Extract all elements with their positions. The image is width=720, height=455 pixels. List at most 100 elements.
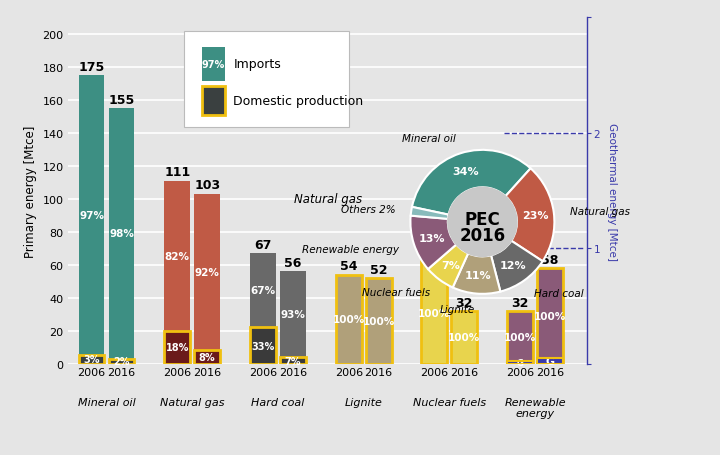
Bar xyxy=(78,76,104,364)
Text: Natural gas: Natural gas xyxy=(160,397,225,407)
Text: 58: 58 xyxy=(541,253,559,266)
Bar xyxy=(366,278,392,364)
Wedge shape xyxy=(410,216,456,269)
Text: Others 2%: Others 2% xyxy=(341,204,395,214)
Text: 175: 175 xyxy=(78,61,104,73)
Text: Imports: Imports xyxy=(233,58,281,71)
Text: 103: 103 xyxy=(194,179,220,192)
Bar xyxy=(280,272,306,364)
Text: Lignite: Lignite xyxy=(440,305,474,315)
Text: 2016: 2016 xyxy=(459,226,505,244)
Text: 111: 111 xyxy=(164,166,190,179)
Text: G: G xyxy=(546,356,554,366)
Text: 100%: 100% xyxy=(418,308,451,318)
Text: Natural gas: Natural gas xyxy=(570,206,629,216)
Bar xyxy=(164,331,190,364)
Text: 100%: 100% xyxy=(504,333,536,343)
Wedge shape xyxy=(453,254,500,294)
Bar xyxy=(336,275,361,364)
Bar xyxy=(280,358,306,364)
Text: 34%: 34% xyxy=(453,167,480,177)
Text: 100%: 100% xyxy=(333,314,365,324)
Text: 7%: 7% xyxy=(441,260,460,270)
Circle shape xyxy=(448,188,517,257)
Text: 82%: 82% xyxy=(165,251,190,261)
Text: 11%: 11% xyxy=(464,270,491,280)
Text: 62: 62 xyxy=(426,247,443,259)
Text: 32: 32 xyxy=(511,296,528,309)
Wedge shape xyxy=(428,245,468,288)
Text: 67%: 67% xyxy=(251,286,276,296)
Text: 97%: 97% xyxy=(79,211,104,221)
Text: Hard coal: Hard coal xyxy=(251,397,305,407)
Bar xyxy=(537,268,563,364)
Bar xyxy=(421,262,447,364)
Bar xyxy=(109,109,135,364)
Text: 67: 67 xyxy=(254,238,271,251)
Text: 100%: 100% xyxy=(534,311,566,321)
Bar xyxy=(194,350,220,364)
Text: Nuclear fuels: Nuclear fuels xyxy=(361,288,430,298)
Text: 32: 32 xyxy=(456,296,473,309)
Text: G: G xyxy=(517,358,523,367)
Wedge shape xyxy=(410,207,449,219)
Text: 33%: 33% xyxy=(251,341,274,351)
Bar xyxy=(78,355,104,364)
Bar xyxy=(537,358,563,364)
Bar xyxy=(537,268,563,364)
Bar xyxy=(507,311,533,364)
Wedge shape xyxy=(491,241,543,292)
Text: Renewable
energy: Renewable energy xyxy=(504,397,566,419)
Text: Nuclear fuels: Nuclear fuels xyxy=(413,397,486,407)
Bar xyxy=(109,359,135,364)
Bar xyxy=(537,358,563,364)
Bar xyxy=(78,355,104,364)
Wedge shape xyxy=(412,151,531,215)
Bar xyxy=(250,328,276,364)
Text: 52: 52 xyxy=(370,263,387,276)
Text: Mineral oil: Mineral oil xyxy=(402,134,455,144)
Bar xyxy=(164,331,190,364)
Wedge shape xyxy=(505,169,554,262)
Text: 2%: 2% xyxy=(113,356,130,366)
Bar xyxy=(250,254,276,364)
Y-axis label: Geothermal energy [Mtce]: Geothermal energy [Mtce] xyxy=(607,122,617,260)
Text: Lignite: Lignite xyxy=(345,397,382,407)
Bar xyxy=(507,362,533,364)
Text: 13%: 13% xyxy=(418,234,445,244)
Text: 56: 56 xyxy=(284,256,302,269)
Bar xyxy=(194,350,220,364)
Bar xyxy=(194,194,220,364)
Text: 97%: 97% xyxy=(202,60,225,70)
Text: 54: 54 xyxy=(340,260,357,273)
Bar xyxy=(366,278,392,364)
Text: 155: 155 xyxy=(108,93,135,106)
Bar xyxy=(250,328,276,364)
Y-axis label: Primary energy [Mtce]: Primary energy [Mtce] xyxy=(24,125,37,257)
Text: PEC: PEC xyxy=(464,211,500,228)
Text: 93%: 93% xyxy=(281,310,305,320)
Text: Domestic production: Domestic production xyxy=(233,95,364,108)
Text: 12%: 12% xyxy=(500,261,527,271)
Bar xyxy=(451,311,477,364)
Text: Renewable energy: Renewable energy xyxy=(302,244,399,254)
Text: 8%: 8% xyxy=(199,352,215,362)
Text: Mineral oil: Mineral oil xyxy=(78,397,135,407)
Bar xyxy=(109,359,135,364)
Bar xyxy=(507,311,533,364)
Text: 100%: 100% xyxy=(449,333,480,343)
Text: 98%: 98% xyxy=(109,229,134,239)
Bar xyxy=(280,358,306,364)
Text: 18%: 18% xyxy=(166,343,189,353)
Text: Natural gas: Natural gas xyxy=(294,193,362,206)
Text: Hard coal: Hard coal xyxy=(534,288,583,298)
Bar xyxy=(421,262,447,364)
Text: 100%: 100% xyxy=(362,316,395,326)
Text: 92%: 92% xyxy=(194,268,220,278)
Bar xyxy=(164,181,190,364)
Text: 3%: 3% xyxy=(84,355,100,364)
Bar xyxy=(507,362,533,364)
Text: 23%: 23% xyxy=(522,211,549,221)
Bar xyxy=(451,311,477,364)
Text: 7%: 7% xyxy=(284,356,301,366)
